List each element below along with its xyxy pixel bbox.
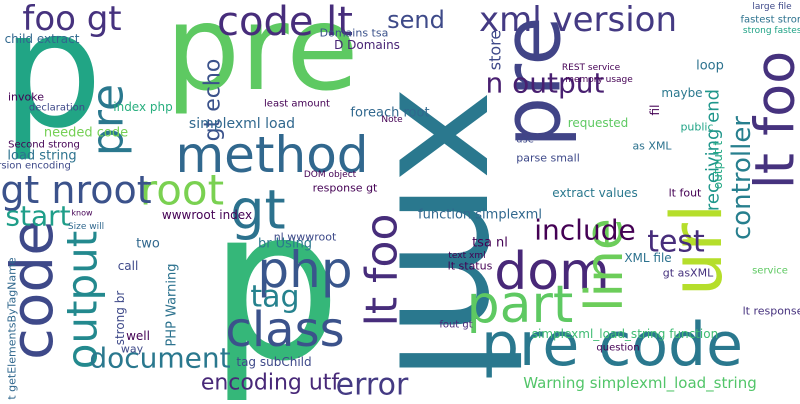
word: large file bbox=[752, 2, 792, 12]
word: declaration bbox=[29, 103, 85, 114]
word: way bbox=[121, 343, 144, 356]
word: lt foo bbox=[357, 214, 408, 327]
word: two bbox=[136, 237, 160, 252]
word: fastest strong bbox=[740, 15, 800, 26]
word: pre bbox=[83, 84, 134, 156]
word: gt asXML bbox=[663, 267, 714, 280]
word: controller bbox=[727, 116, 757, 240]
word: send bbox=[387, 6, 445, 34]
word: tag subChild bbox=[236, 355, 311, 369]
word: encoding utf bbox=[201, 371, 341, 396]
word: gt getElementsByTagName bbox=[6, 257, 19, 400]
word: simplexml load bbox=[189, 116, 295, 132]
word: error bbox=[336, 368, 409, 401]
word: parse small bbox=[516, 152, 580, 165]
word: well bbox=[126, 329, 150, 343]
word: loop bbox=[696, 59, 724, 74]
word: part bbox=[467, 275, 574, 335]
word: Domains tsa bbox=[320, 27, 389, 40]
word: D Domains bbox=[334, 38, 400, 52]
word: maybe bbox=[661, 86, 702, 100]
word: response gt bbox=[313, 182, 378, 195]
word: index php bbox=[113, 100, 172, 114]
word: output t bbox=[711, 141, 725, 189]
word: tsa nl bbox=[472, 236, 508, 251]
word: lt fout bbox=[669, 187, 702, 200]
word: strong br bbox=[113, 291, 127, 346]
word: child extract bbox=[5, 32, 80, 46]
word: function simplexml bbox=[418, 208, 542, 223]
word: Second strong bbox=[8, 140, 80, 151]
word: PHP Warning bbox=[165, 263, 180, 346]
word: text xml bbox=[448, 251, 485, 261]
word: wwwroot index bbox=[162, 208, 252, 222]
word: tag bbox=[250, 280, 299, 315]
word: simplexml_load_string function bbox=[532, 327, 718, 341]
word: strong fastest bbox=[743, 26, 800, 36]
word: question bbox=[596, 343, 639, 354]
word: start bbox=[5, 200, 70, 233]
word: least amount bbox=[264, 99, 330, 110]
word: Size will bbox=[68, 222, 104, 232]
word: requested bbox=[568, 116, 629, 130]
word: extract values bbox=[552, 186, 637, 200]
word: needed code bbox=[44, 126, 128, 141]
word: lt status bbox=[448, 260, 493, 273]
word: know bbox=[71, 209, 93, 218]
word: Note bbox=[381, 115, 403, 125]
word: DOM object bbox=[304, 170, 357, 180]
word: store bbox=[486, 30, 505, 70]
word: nl wwwroot bbox=[274, 231, 337, 244]
word: version encoding bbox=[0, 161, 71, 172]
word: fout gt bbox=[439, 320, 472, 331]
word: fil bbox=[648, 105, 662, 116]
word: XML file bbox=[624, 251, 671, 265]
word: as XML bbox=[632, 140, 672, 153]
word: public bbox=[680, 121, 713, 134]
word: Warning simplexml_load_string bbox=[523, 374, 756, 393]
word: service bbox=[752, 266, 788, 277]
word: include bbox=[534, 214, 635, 247]
word: call bbox=[118, 259, 139, 273]
word: use bbox=[516, 135, 534, 146]
word: REST service bbox=[562, 63, 621, 73]
word: lt response bbox=[743, 305, 800, 318]
word: memory usage bbox=[565, 75, 633, 85]
